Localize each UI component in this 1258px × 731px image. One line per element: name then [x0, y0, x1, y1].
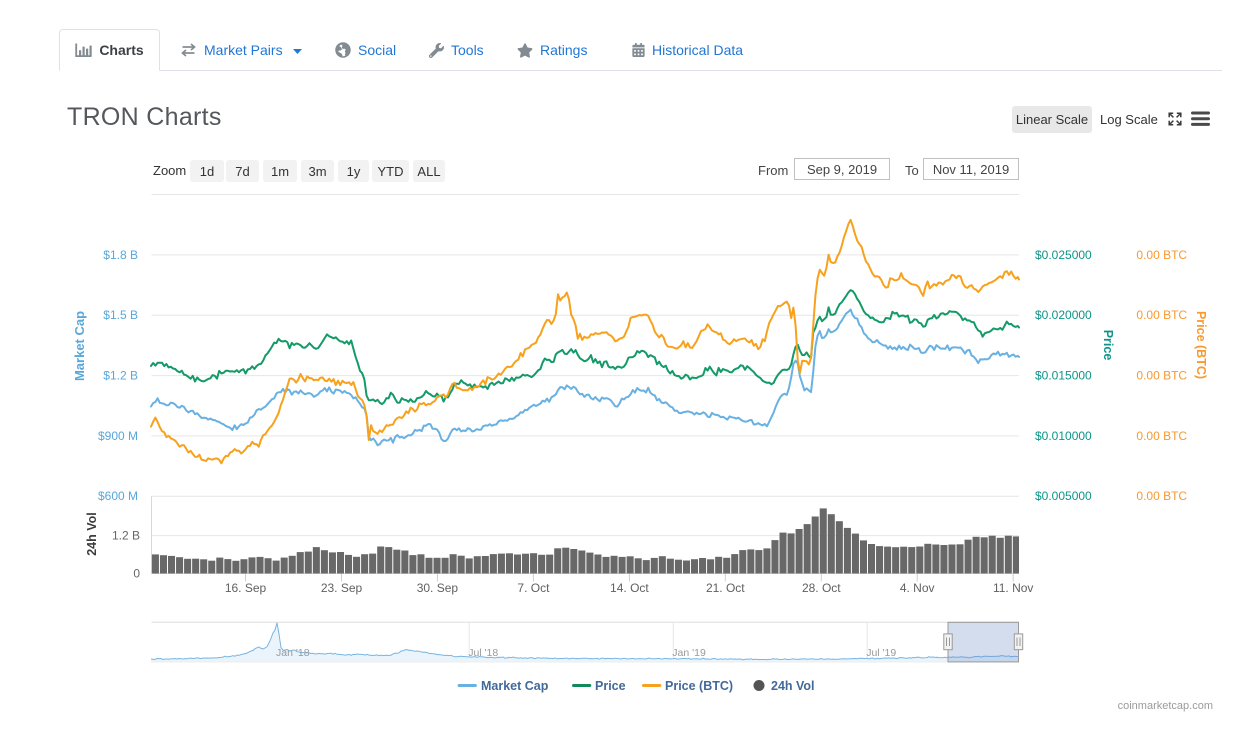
svg-text:Market Cap: Market Cap: [481, 679, 549, 693]
svg-text:$900 M: $900 M: [98, 429, 138, 443]
svg-text:0.00 BTC: 0.00 BTC: [1136, 489, 1187, 503]
svg-text:$1.5 B: $1.5 B: [103, 308, 138, 322]
svg-text:7. Oct: 7. Oct: [517, 581, 550, 595]
svg-text:Price (BTC): Price (BTC): [1194, 311, 1208, 379]
svg-text:$1.8 B: $1.8 B: [103, 248, 138, 262]
svg-text:11. Nov: 11. Nov: [993, 581, 1033, 595]
svg-text:$1.2 B: $1.2 B: [103, 369, 138, 383]
svg-text:Price (BTC): Price (BTC): [665, 679, 733, 693]
svg-text:Jul '19: Jul '19: [866, 647, 896, 659]
svg-text:Price: Price: [595, 679, 626, 693]
svg-text:0.00 BTC: 0.00 BTC: [1136, 248, 1187, 262]
svg-text:0.00 BTC: 0.00 BTC: [1136, 369, 1187, 383]
svg-text:14. Oct: 14. Oct: [610, 581, 649, 595]
svg-text:Jan '18: Jan '18: [276, 647, 310, 659]
svg-text:4. Nov: 4. Nov: [900, 581, 935, 595]
svg-text:16. Sep: 16. Sep: [225, 581, 267, 595]
svg-text:28. Oct: 28. Oct: [802, 581, 841, 595]
svg-text:Jan '19: Jan '19: [672, 647, 706, 659]
svg-text:30. Sep: 30. Sep: [417, 581, 459, 595]
svg-text:0.00 BTC: 0.00 BTC: [1136, 429, 1187, 443]
svg-text:0.00 BTC: 0.00 BTC: [1136, 308, 1187, 322]
svg-text:0: 0: [133, 567, 140, 581]
svg-text:$0.025000: $0.025000: [1035, 248, 1092, 262]
svg-text:$0.010000: $0.010000: [1035, 429, 1092, 443]
svg-text:21. Oct: 21. Oct: [706, 581, 745, 595]
svg-text:23. Sep: 23. Sep: [321, 581, 363, 595]
svg-text:$0.015000: $0.015000: [1035, 369, 1092, 383]
svg-text:$0.020000: $0.020000: [1035, 308, 1092, 322]
svg-text:Price: Price: [1101, 330, 1115, 361]
svg-text:Market Cap: Market Cap: [72, 311, 87, 381]
svg-text:$600 M: $600 M: [98, 489, 138, 503]
svg-text:coinmarketcap.com: coinmarketcap.com: [1118, 700, 1213, 712]
svg-text:Jul '18: Jul '18: [468, 647, 498, 659]
svg-text:24h Vol: 24h Vol: [771, 679, 815, 693]
svg-text:1.2 B: 1.2 B: [112, 529, 140, 543]
svg-text:24h Vol: 24h Vol: [85, 512, 99, 556]
svg-text:$0.005000: $0.005000: [1035, 489, 1092, 503]
